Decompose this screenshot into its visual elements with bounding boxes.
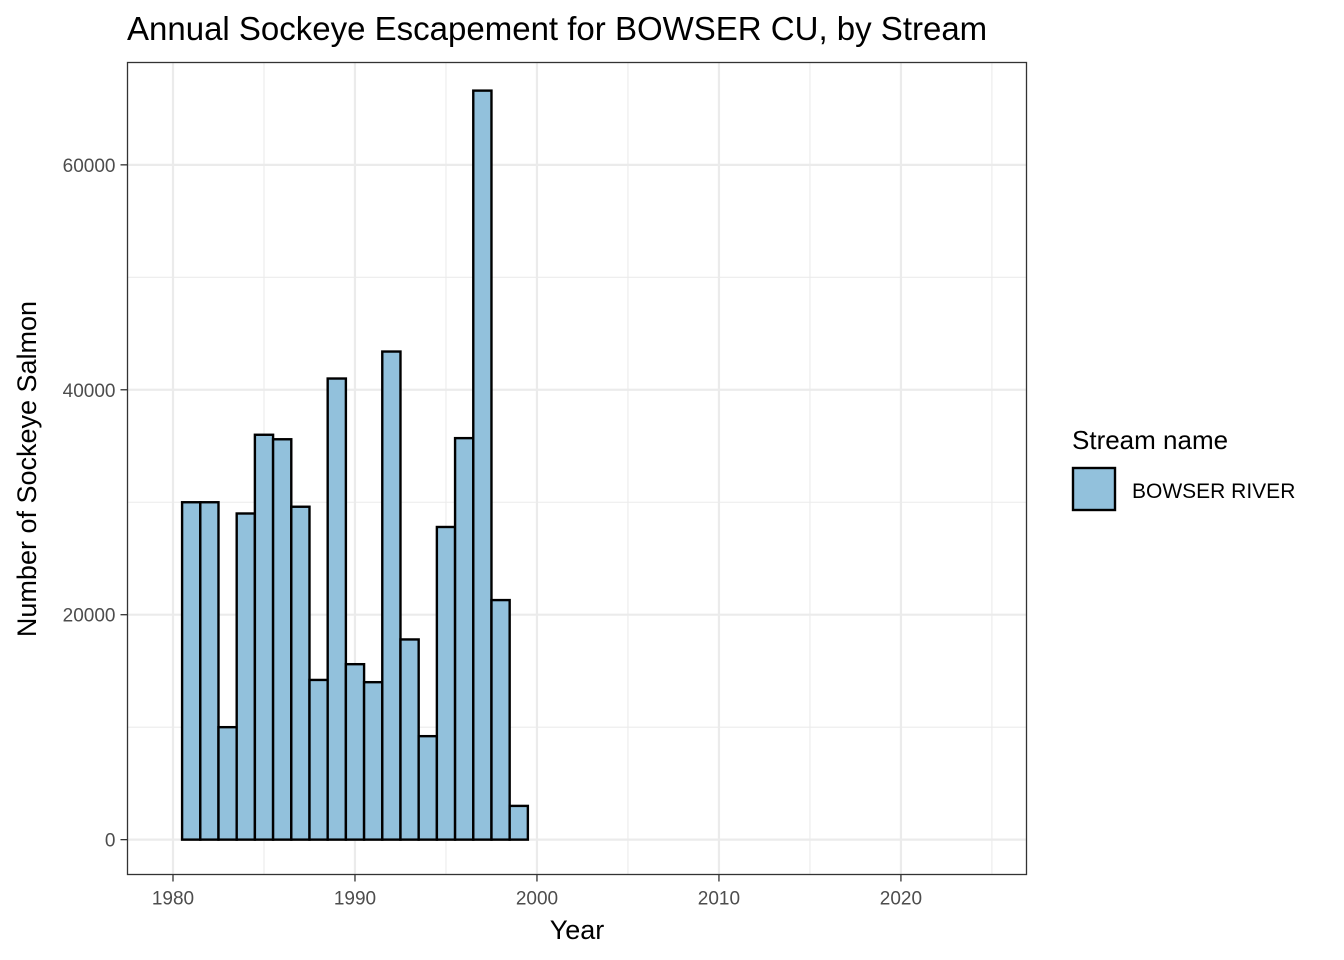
bar-1991 <box>362 680 384 841</box>
bar-1999 <box>508 804 530 841</box>
bar-1997 <box>472 89 493 841</box>
bar-1987 <box>290 505 311 841</box>
chart-title: Annual Sockeye Escapement for BOWSER CU,… <box>127 10 987 47</box>
minor-gridlines <box>127 62 1027 875</box>
bar-1984 <box>235 512 257 841</box>
x-axis-title: Year <box>550 915 605 945</box>
y-tick-label: 20000 <box>63 606 116 627</box>
bar-1998 <box>490 598 511 841</box>
legend-label: BOWSER RIVER <box>1132 480 1295 503</box>
bar-1988 <box>308 678 329 841</box>
y-tick-label: 60000 <box>63 156 116 177</box>
x-tick-label: 1990 <box>334 889 376 910</box>
bar-1985 <box>253 433 275 841</box>
legend-title: Stream name <box>1072 425 1228 455</box>
x-tick-label: 2010 <box>698 889 740 910</box>
bars-group <box>180 89 530 841</box>
bar-1995 <box>435 525 457 841</box>
bar-1986 <box>271 438 293 841</box>
y-tick-label: 40000 <box>63 381 116 402</box>
bar-1992 <box>381 350 402 841</box>
y-tick-label: 0 <box>105 831 116 852</box>
bar-1983 <box>217 725 238 841</box>
bar-1990 <box>344 662 366 841</box>
bar-1993 <box>399 638 420 841</box>
bar-1981 <box>180 501 202 841</box>
y-axis-title: Number of Sockeye Salmon <box>12 301 42 637</box>
bar-1989 <box>326 377 348 841</box>
legend: Stream name BOWSER RIVER <box>1071 425 1295 512</box>
plot-panel-border <box>126 61 1028 876</box>
x-tick-label: 2000 <box>516 889 558 910</box>
y-axis: 0 20000 40000 60000 <box>63 156 128 852</box>
legend-swatch <box>1071 466 1117 512</box>
bar-1994 <box>417 734 439 841</box>
x-axis: 1980 1990 2000 2010 2020 <box>152 874 922 910</box>
bar-1982 <box>199 501 220 841</box>
x-tick-label: 1980 <box>152 889 194 910</box>
bar-1996 <box>453 436 475 841</box>
x-tick-label: 2020 <box>880 889 922 910</box>
